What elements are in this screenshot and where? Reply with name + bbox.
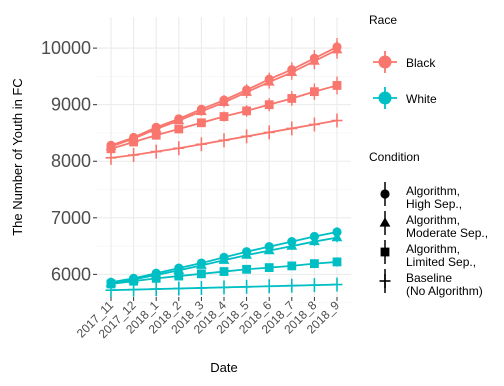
data-point xyxy=(332,42,342,52)
data-point xyxy=(241,279,253,294)
data-point xyxy=(150,144,162,159)
data-point xyxy=(287,261,297,271)
data-point xyxy=(310,87,319,97)
data-point xyxy=(196,258,206,268)
y-tick-label: 6000 xyxy=(51,264,91,284)
data-point xyxy=(287,94,297,103)
data-point xyxy=(332,257,342,267)
legend-condition-label: High Sep., xyxy=(406,197,462,211)
data-point xyxy=(219,112,229,121)
legend-race-label: Black xyxy=(406,56,436,70)
data-point xyxy=(106,277,116,287)
legend-condition-label: Algorithm, xyxy=(406,213,460,227)
data-point xyxy=(173,281,185,296)
data-point xyxy=(174,263,184,273)
legend-condition-swatch xyxy=(380,189,390,199)
legend-condition-swatch xyxy=(379,217,391,227)
data-point xyxy=(263,279,275,294)
y-axis-label: The Number of Youth in FC xyxy=(10,78,25,236)
y-axis-ticks: 6000 7000 8000 9000 10000 xyxy=(41,38,97,284)
data-point xyxy=(310,259,319,269)
data-point xyxy=(263,125,275,140)
legend-condition-label: (No Algorithm) xyxy=(406,284,483,298)
data-point xyxy=(242,106,251,116)
data-point xyxy=(174,271,184,281)
data-point xyxy=(331,113,343,128)
data-point xyxy=(197,118,206,128)
legend-condition-key xyxy=(379,211,391,235)
data-point xyxy=(286,121,298,136)
data-point xyxy=(308,278,320,293)
data-point xyxy=(308,117,320,132)
data-point xyxy=(219,95,229,105)
legend-condition-swatch xyxy=(380,247,390,257)
y-tick-label: 8000 xyxy=(51,151,91,171)
data-point xyxy=(197,269,206,279)
legend-condition-key xyxy=(380,182,390,206)
data-point xyxy=(309,53,319,63)
legend-condition-swatch xyxy=(379,274,391,288)
data-point xyxy=(218,133,230,148)
legend-condition-label: Algorithm, xyxy=(406,184,460,198)
data-point xyxy=(129,132,139,143)
legend-condition-key xyxy=(380,240,390,264)
data-point xyxy=(218,280,230,295)
data-point xyxy=(287,236,297,247)
legend-race-title: Race xyxy=(369,13,397,27)
data-point xyxy=(174,124,184,134)
data-point xyxy=(129,273,139,283)
legend-race-swatch xyxy=(378,91,392,105)
data-point xyxy=(286,278,298,293)
data-point xyxy=(331,277,343,292)
x-axis-label: Date xyxy=(210,360,237,375)
legend-race-swatch xyxy=(378,55,392,69)
data-point xyxy=(264,74,274,84)
data-point xyxy=(219,252,229,263)
legend-condition-label: Limited Sep., xyxy=(406,255,476,269)
data-point xyxy=(196,104,206,114)
legend-condition-title: Condition xyxy=(369,150,420,164)
legend-race-label: White xyxy=(406,92,437,106)
legend-condition-label: Moderate Sep., xyxy=(406,226,488,240)
y-tick-label: 10000 xyxy=(41,38,91,58)
data-point xyxy=(151,130,161,140)
data-point xyxy=(264,242,274,252)
data-point xyxy=(195,137,207,152)
legend-condition-label: Algorithm, xyxy=(406,242,460,256)
legend-condition-key xyxy=(379,269,391,293)
data-point xyxy=(195,280,207,295)
legend-condition-label: Baseline xyxy=(406,271,452,285)
y-tick-label: 9000 xyxy=(51,95,91,115)
data-point xyxy=(332,81,342,90)
data-point xyxy=(128,148,140,163)
data-point xyxy=(241,129,253,144)
data-point xyxy=(151,122,161,132)
data-point xyxy=(264,263,274,272)
y-tick-label: 7000 xyxy=(51,208,91,228)
data-point xyxy=(150,282,162,297)
data-point xyxy=(242,247,252,257)
data-point xyxy=(332,227,342,237)
data-point xyxy=(264,100,274,110)
data-point xyxy=(287,65,297,75)
data-point xyxy=(173,141,185,156)
data-point xyxy=(151,268,161,278)
data-point xyxy=(242,85,252,95)
data-point xyxy=(242,264,251,274)
series-layer xyxy=(105,38,343,298)
data-point xyxy=(174,114,184,124)
data-point xyxy=(309,231,319,242)
x-axis-ticks: 2017_112017_122018_12018_22018_32018_420… xyxy=(74,297,342,341)
data-point xyxy=(219,267,229,276)
data-point xyxy=(106,140,116,151)
